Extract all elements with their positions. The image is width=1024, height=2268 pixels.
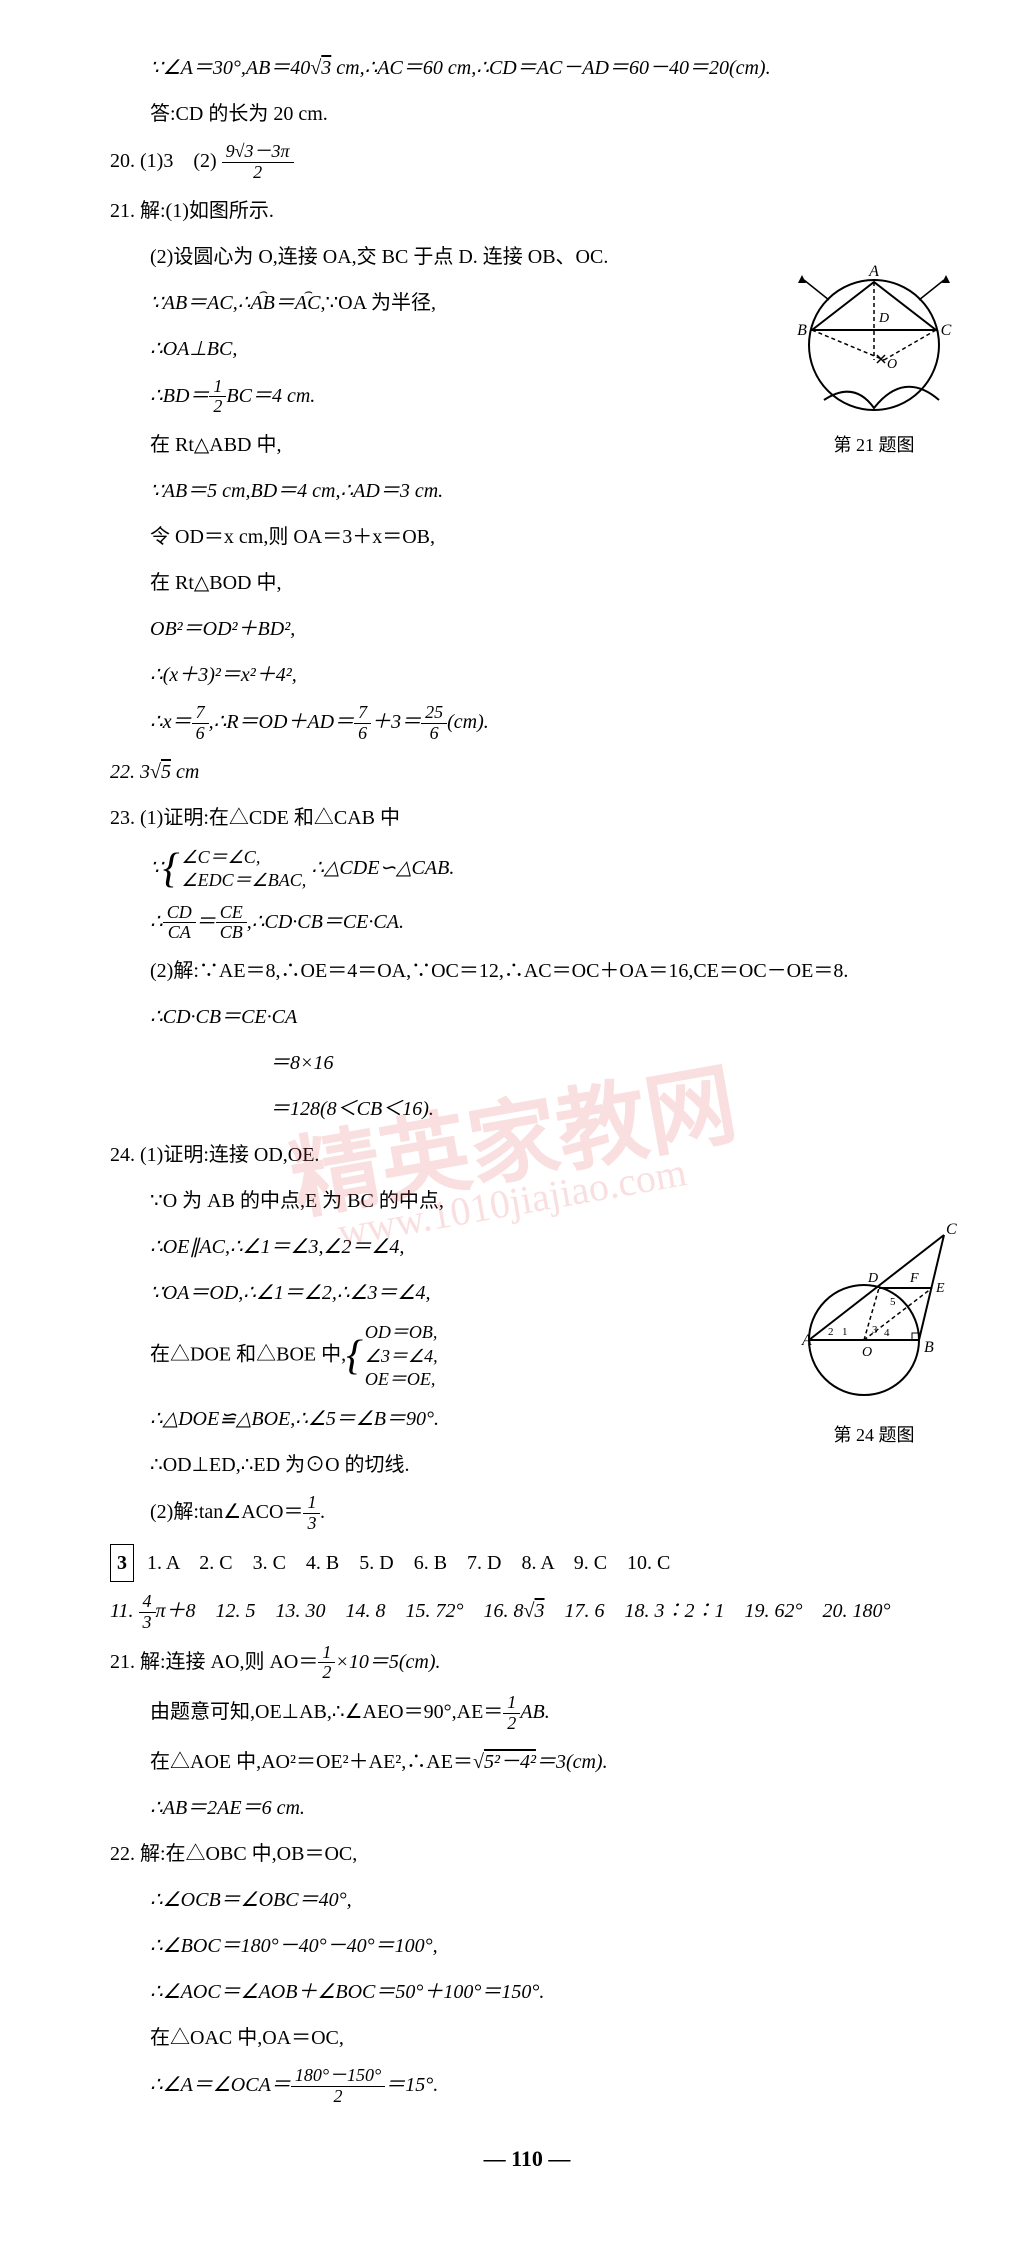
text-line: ∴CD·CB＝CE·CA <box>110 999 944 1035</box>
figure-21-caption: 第 21 题图 <box>784 431 964 457</box>
text-line: 22. 3√5 cm <box>110 754 944 790</box>
text-line: ∴(x＋3)²＝x²＋4², <box>110 657 944 693</box>
text-line: ∴OD⊥ED,∴ED 为⊙O 的切线. <box>110 1447 944 1483</box>
text-line: ∴x＝76,∴R＝OD＋AD＝76＋3＝256(cm). <box>110 703 944 744</box>
svg-text:C: C <box>941 322 952 339</box>
figure-24-svg: A B C D E F O 1 2 3 4 5 <box>784 1220 964 1410</box>
svg-text:F: F <box>909 1271 919 1286</box>
text-line: OB²＝OD²＋BD², <box>110 611 944 647</box>
svg-text:3: 3 <box>872 1324 878 1336</box>
text-line: ∵{∠C＝∠C,∠EDC＝∠BAC, ∴△CDE∽△CAB. <box>110 846 944 893</box>
svg-text:4: 4 <box>884 1327 890 1339</box>
svg-text:2: 2 <box>828 1326 834 1338</box>
text-line: 在 Rt△BOD 中, <box>110 565 944 601</box>
text-line: 答:CD 的长为 20 cm. <box>110 96 944 132</box>
text-line: ∵O 为 AB 的中点,E 为 BC 的中点, <box>110 1183 944 1219</box>
text-line: 在△AOE 中,AO²＝OE²＋AE²,∴AE＝√5²－4²＝3(cm). <box>110 1744 944 1780</box>
text-line: 在△OAC 中,OA＝OC, <box>110 2020 944 2056</box>
text-line: 22. 解:在△OBC 中,OB＝OC, <box>110 1836 944 1872</box>
svg-text:C: C <box>946 1221 957 1238</box>
figure-21-svg: A B C D O <box>784 260 964 420</box>
text-line: 24. (1)证明:连接 OD,OE. <box>110 1137 944 1173</box>
text-line: ∴∠AOC＝∠AOB＋∠BOC＝50°＋100°＝150°. <box>110 1974 944 2010</box>
text-line: ∵∠A＝30°,AB＝40√3 cm,∴AC＝60 cm,∴CD＝AC－AD＝6… <box>110 50 944 86</box>
svg-text:5: 5 <box>890 1296 896 1308</box>
text-line: ＝128(8＜CB＜16). <box>110 1091 944 1127</box>
figure-24-caption: 第 24 题图 <box>784 1421 964 1447</box>
text-line: 23. (1)证明:在△CDE 和△CAB 中 <box>110 800 944 836</box>
text-line: ∴∠A＝∠OCA＝180°－150°2＝15°. <box>110 2066 944 2107</box>
svg-text:O: O <box>862 1345 872 1360</box>
text-line: 21. 解:连接 AO,则 AO＝12×10＝5(cm). <box>110 1643 944 1684</box>
text-line: 令 OD＝x cm,则 OA＝3＋x＝OB, <box>110 519 944 555</box>
text-line: 3 1. A 2. C 3. C 4. B 5. D 6. B 7. D 8. … <box>110 1544 944 1582</box>
page-number: — 110 — <box>110 2146 944 2172</box>
svg-text:D: D <box>867 1271 878 1286</box>
text-line: 21. 解:(1)如图所示. <box>110 193 944 229</box>
svg-text:E: E <box>935 1281 945 1296</box>
svg-text:O: O <box>887 357 897 372</box>
text-line: ＝8×16 <box>110 1045 944 1081</box>
text-line: (2)解:tan∠ACO＝13. <box>110 1493 944 1534</box>
svg-text:B: B <box>797 322 807 339</box>
svg-text:D: D <box>878 311 889 326</box>
text-line: ∴CDCA＝CECB,∴CD·CB＝CE·CA. <box>110 903 944 944</box>
text-line: ∴AB＝2AE＝6 cm. <box>110 1790 944 1826</box>
text-line: 20. (1)3 (2) 9√3－3π2 <box>110 142 944 183</box>
text-line: ∴∠BOC＝180°－40°－40°＝100°, <box>110 1928 944 1964</box>
text-line: 11. 43π＋8 12. 5 13. 30 14. 8 15. 72° 16.… <box>110 1592 944 1633</box>
page-container: 精英家教网 www.1010jiajiao.com A B C D O 第 21… <box>0 0 1024 2268</box>
text-line: 由题意可知,OE⊥AB,∴∠AEO＝90°,AE＝12AB. <box>110 1693 944 1734</box>
text-line: (2)解:∵AE＝8,∴OE＝4＝OA,∵OC＝12,∴AC＝OC＋OA＝16,… <box>110 953 944 989</box>
svg-text:1: 1 <box>842 1326 848 1338</box>
text-line: ∴∠OCB＝∠OBC＝40°, <box>110 1882 944 1918</box>
section-box-3: 3 <box>110 1544 134 1582</box>
svg-text:A: A <box>868 263 879 280</box>
figure-21: A B C D O 第 21 题图 <box>784 260 964 457</box>
svg-text:B: B <box>924 1339 934 1356</box>
svg-text:A: A <box>801 1332 812 1349</box>
figure-24: A B C D E F O 1 2 3 4 5 第 24 题图 <box>784 1220 964 1447</box>
text-line: ∵AB＝5 cm,BD＝4 cm,∴AD＝3 cm. <box>110 473 944 509</box>
